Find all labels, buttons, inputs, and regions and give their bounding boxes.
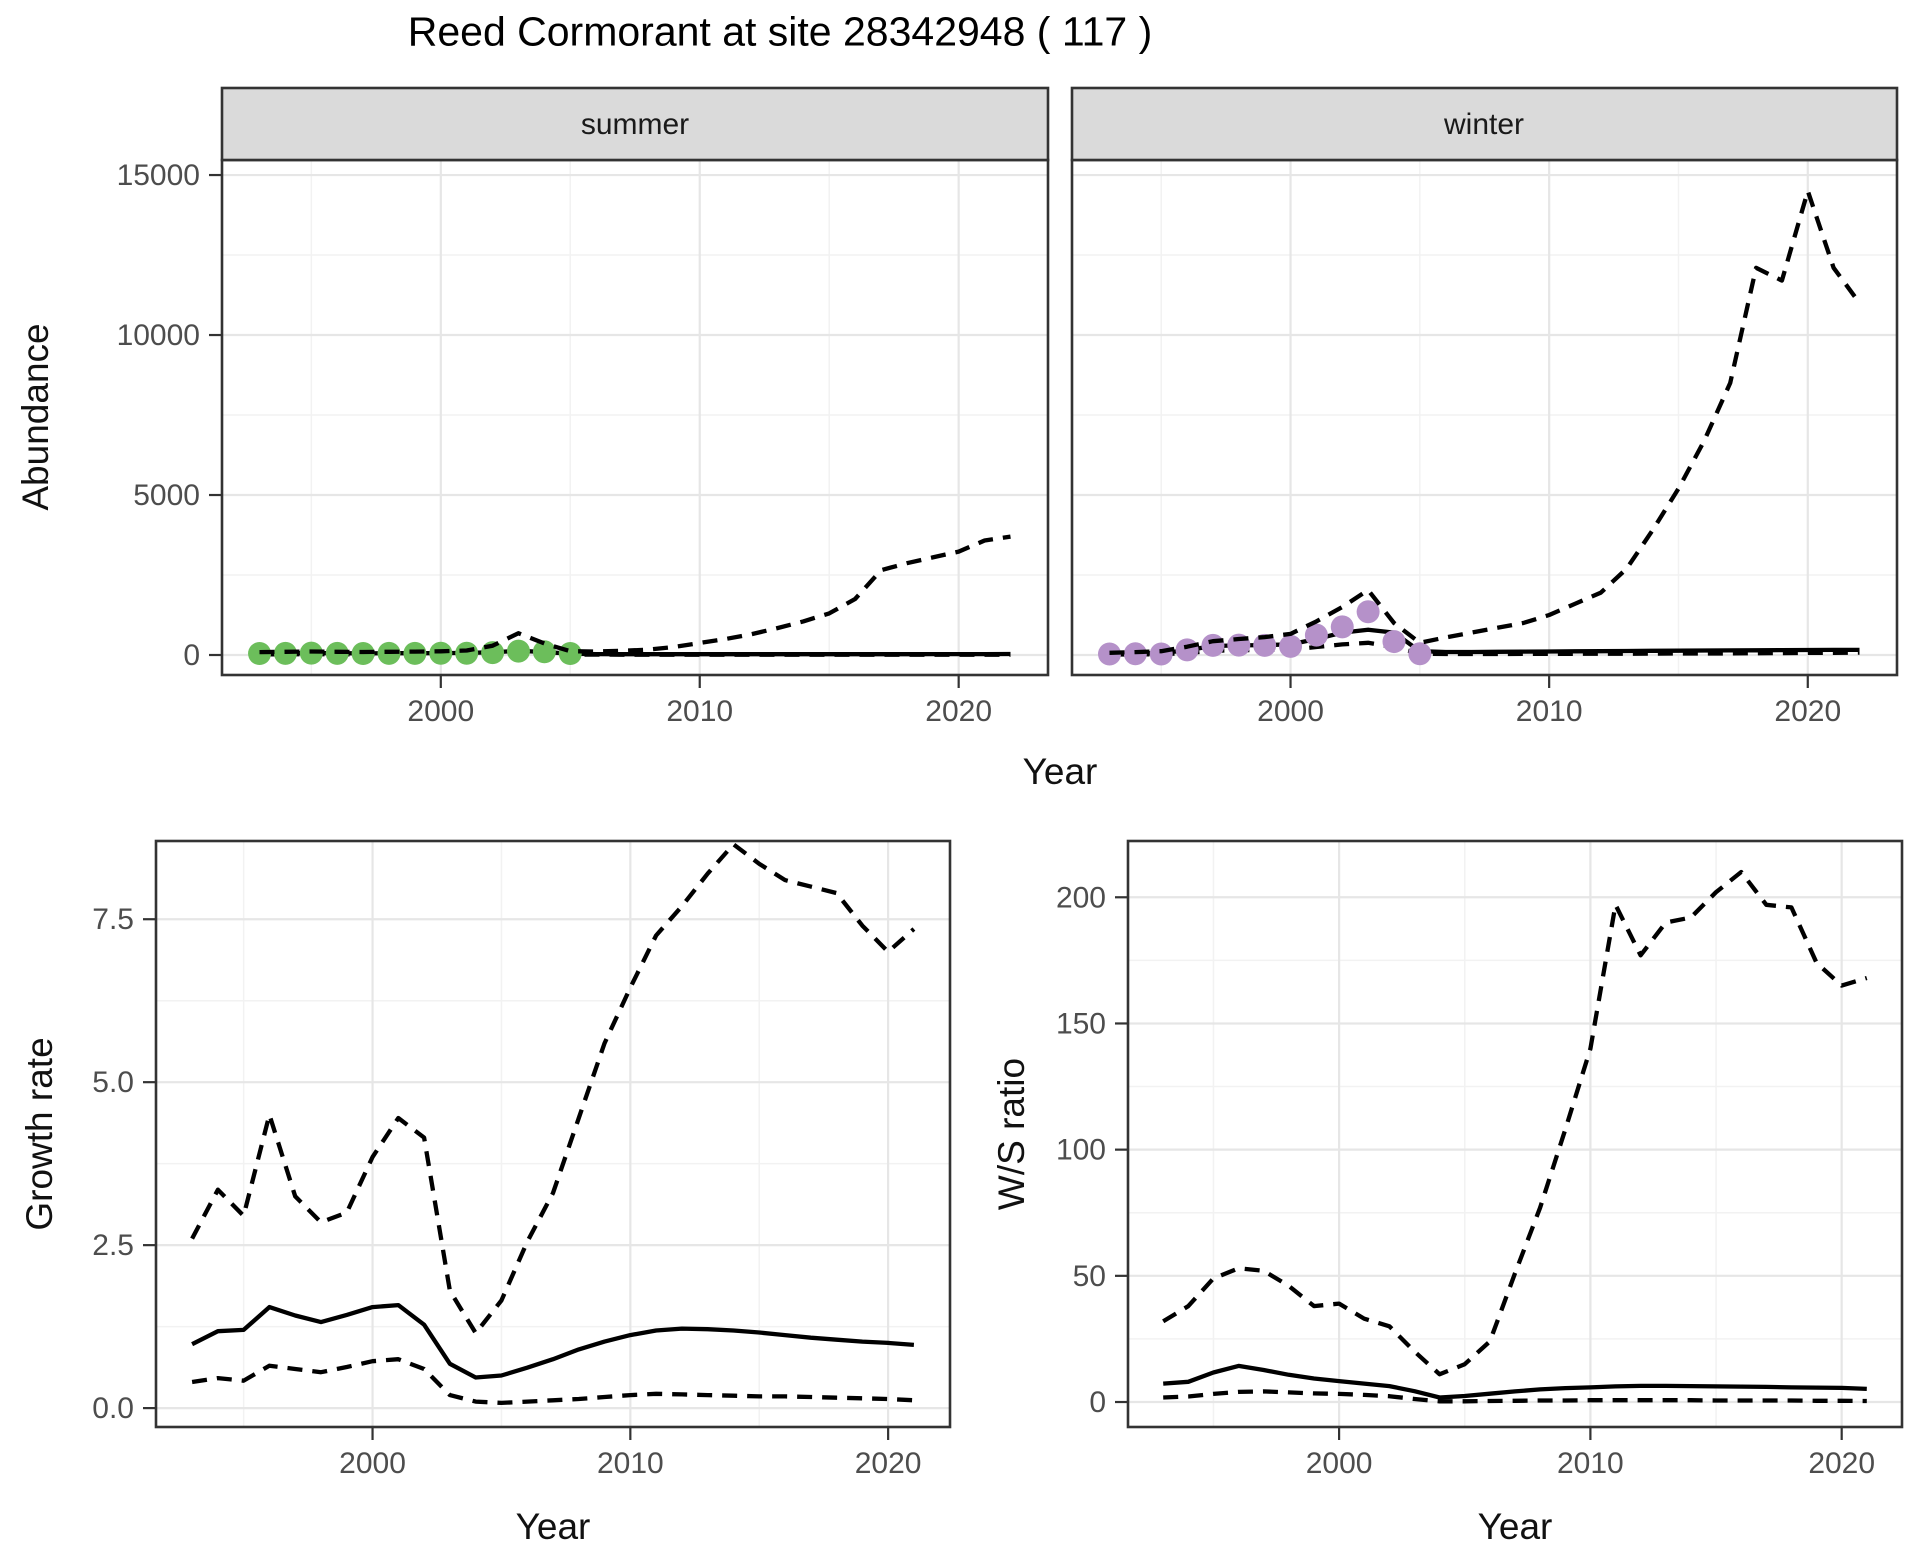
y-tick-label: 2.5: [92, 1229, 134, 1262]
summer-abundance-panel: 2000 2010 2020 0 5000 10000 15000: [117, 86, 1050, 728]
abundance-axis-title: Abundance: [15, 323, 56, 511]
observation-point: [1356, 600, 1380, 624]
growth-year-axis-title: Year: [515, 1506, 591, 1547]
plot-title: Reed Cormorant at site 28342948 ( 117 ): [407, 8, 1153, 55]
ws-ratio-axis-title: W/S ratio: [991, 1057, 1032, 1211]
observation-point: [1382, 630, 1406, 654]
y-tick-label: 150: [1056, 1007, 1106, 1040]
upper_ci-line: [1162, 869, 1868, 1377]
observation-point: [1098, 642, 1121, 666]
observation-point: [1201, 633, 1225, 657]
x-tick-label: 2000: [1306, 1447, 1373, 1480]
series-group: [248, 534, 1011, 666]
observation-point: [455, 641, 479, 665]
x-tick-label: 2020: [1808, 1447, 1875, 1480]
y-tick-label: 5000: [133, 479, 200, 512]
facet-strip: [1070, 86, 1899, 162]
upper_ci-line: [1109, 188, 1862, 655]
x-tick-label: 2000: [407, 695, 474, 728]
ws-year-axis-title: Year: [1477, 1506, 1553, 1547]
ws-ratio-panel: 2000 2010 2020 0 50 100 150 200: [1056, 839, 1904, 1480]
upper_ci-line: [259, 534, 1011, 655]
x-tick-label: 2000: [1257, 695, 1324, 728]
top-year-axis-title: Year: [1022, 751, 1098, 792]
x-tick-label: 2020: [925, 695, 992, 728]
growth-rate-axis-title: Growth rate: [19, 1037, 60, 1231]
x-tick-label: 2020: [855, 1447, 922, 1480]
lower_ci-line: [1163, 1389, 1867, 1404]
facet-label-winter: winter: [1443, 108, 1525, 141]
observation-point: [1279, 634, 1303, 658]
growth-rate-panel: 2000 2010 2020 0.0 2.5 5.0 7.5: [92, 839, 952, 1480]
observation-point: [1149, 642, 1173, 666]
y-tick-label: 200: [1056, 881, 1106, 914]
y-tick-label: 100: [1056, 1134, 1106, 1167]
y-tick-label: 5.0: [92, 1066, 134, 1099]
facet-label-summer: summer: [580, 108, 690, 141]
observation-point: [506, 639, 530, 663]
series-group: [190, 842, 916, 1406]
lower_ci-line: [191, 1357, 915, 1406]
series-group: [1098, 188, 1862, 666]
x-tick-label: 2010: [666, 695, 733, 728]
x-tick-label: 2010: [597, 1447, 664, 1480]
y-tick-label: 7.5: [92, 903, 134, 936]
mean-line: [191, 1302, 915, 1380]
y-tick-label: 15000: [117, 159, 200, 192]
x-tick-label: 2010: [1557, 1447, 1624, 1480]
y-tick-label: 0.0: [92, 1392, 134, 1425]
observation-point: [1175, 638, 1199, 662]
y-tick-label: 0: [183, 639, 200, 672]
y-tick-label: 10000: [117, 319, 200, 352]
observation-point: [1408, 642, 1432, 666]
observation-point: [532, 640, 556, 664]
y-tick-label: 50: [1073, 1260, 1106, 1293]
x-tick-label: 2010: [1516, 695, 1583, 728]
upper_ci-line: [190, 842, 916, 1336]
x-tick-label: 2020: [1774, 695, 1841, 728]
x-tick-label: 2000: [339, 1447, 406, 1480]
mean-line: [1163, 1363, 1867, 1400]
observation-point: [558, 642, 582, 666]
series-group: [1162, 869, 1868, 1404]
observation-point: [1304, 623, 1328, 647]
facet-strip: [220, 86, 1050, 162]
y-tick-label: 0: [1089, 1386, 1106, 1419]
observation-point: [1330, 615, 1354, 639]
winter-abundance-panel: 2000 2010 2020: [1070, 86, 1899, 728]
